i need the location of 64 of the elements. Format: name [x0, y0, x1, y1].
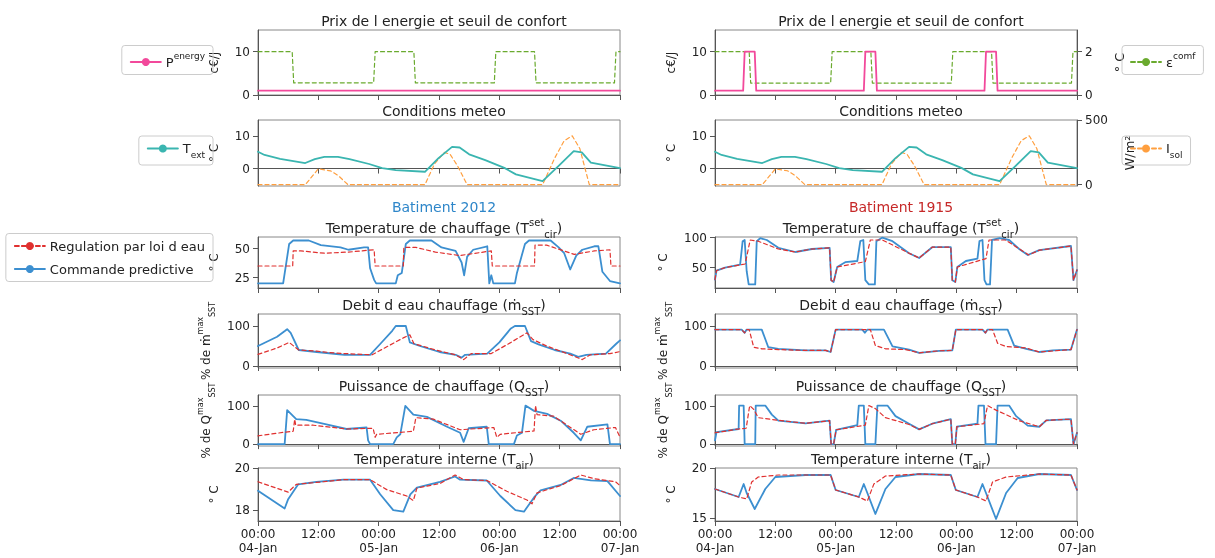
x-tick-label: 12:00	[421, 527, 457, 541]
y2-axis-title: W/m²	[1121, 135, 1137, 171]
x-tick-label: 00:00 04-Jan	[238, 527, 278, 555]
y-axis-title: % de QmaxSST	[195, 382, 217, 459]
x-tick-label: 00:00 06-Jan	[479, 527, 519, 555]
y-axis-title: ° C	[663, 143, 678, 163]
y2-tick-label: 0	[1085, 177, 1093, 192]
x-tick-label: 00:00 05-Jan	[359, 527, 399, 555]
y2-tick-label: 0	[1085, 88, 1093, 102]
y-tick-label: 20	[691, 461, 707, 475]
y-axis-title: % de ṁmaxSST	[195, 301, 217, 381]
x-tick-label: 00:00 07-Jan	[1057, 527, 1097, 555]
chart-title: Conditions meteo	[839, 103, 963, 119]
y-tick-label: 50	[691, 260, 707, 275]
x-tick-label: 00:00 07-Jan	[600, 527, 640, 555]
y-tick-label: 100	[227, 399, 250, 414]
y2-tick-label: 500	[1085, 113, 1108, 127]
y-tick-label: 100	[684, 399, 707, 414]
y-tick-label: 100	[227, 319, 250, 333]
y-tick-label: 0	[699, 359, 707, 373]
y-tick-label: 0	[242, 437, 250, 452]
x-tick-label: 12:00	[301, 527, 336, 541]
y-axis-title: ° C	[663, 485, 678, 504]
y-tick-label: 15	[691, 511, 707, 525]
legend-label: Regulation par loi d eau	[49, 238, 206, 254]
y-tick-label: 0	[242, 88, 250, 102]
x-tick-label: 12:00	[878, 527, 914, 541]
y-axis-title: ° C	[206, 143, 221, 163]
chart-title: Prix de l energie et seuil de confort	[321, 13, 568, 29]
y-axis-title: c€/J	[663, 51, 678, 74]
y-axis-title: ° C	[206, 253, 221, 272]
x-tick-label: 00:00 06-Jan	[936, 527, 976, 555]
chart-subtitle: Batiment 1915	[848, 199, 954, 215]
y-tick-label: 18	[234, 503, 250, 518]
y-tick-label: 100	[684, 230, 707, 245]
y-axis-title: ° C	[206, 485, 221, 504]
y-tick-label: 10	[691, 44, 707, 59]
y-tick-label: 100	[684, 319, 707, 333]
y-tick-label: 50	[234, 241, 250, 256]
chart-title: Prix de l energie et seuil de confort	[778, 13, 1025, 29]
y-tick-label: 10	[234, 129, 250, 144]
y-tick-label: 0	[699, 161, 707, 176]
legend-label: Commande predictive	[49, 261, 194, 277]
x-tick-label: 12:00	[999, 527, 1034, 541]
y-axis-title: % de QmaxSST	[652, 382, 674, 459]
y2-tick-label: 2	[1085, 44, 1093, 59]
x-tick-label: 12:00	[758, 527, 793, 541]
y-axis-title: c€/J	[206, 51, 221, 74]
y-axis-title: ° C	[656, 253, 671, 272]
y-tick-label: 10	[691, 129, 707, 144]
y-tick-label: 10	[234, 44, 250, 59]
y-axis-title: % de ṁmaxSST	[652, 301, 674, 381]
y2-axis-title: ° C	[1112, 52, 1127, 73]
x-tick-label: 00:00 04-Jan	[695, 527, 735, 555]
y-tick-label: 0	[699, 88, 707, 102]
y-tick-label: 0	[242, 359, 250, 373]
y-tick-label: 20	[234, 461, 250, 475]
x-tick-label: 12:00	[542, 527, 577, 541]
x-tick-label: 00:00 05-Jan	[816, 527, 856, 555]
y-tick-label: 25	[234, 270, 250, 285]
y-tick-label: 0	[242, 161, 250, 176]
chart-title: Conditions meteo	[382, 103, 506, 119]
chart-subtitle: Batiment 2012	[391, 199, 497, 215]
y-tick-label: 0	[699, 437, 707, 452]
